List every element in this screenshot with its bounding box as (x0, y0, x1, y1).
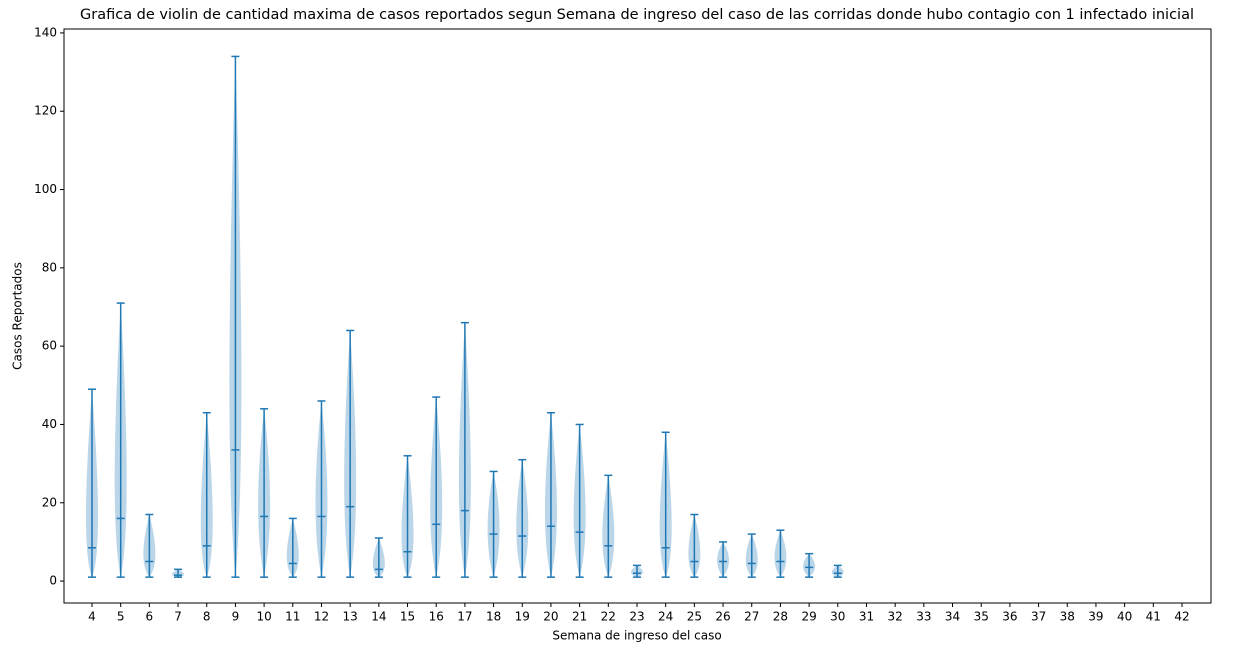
x-tick-label: 28 (773, 610, 788, 624)
x-tick-label: 9 (232, 610, 240, 624)
x-tick-label: 27 (744, 610, 759, 624)
x-tick-label: 34 (945, 610, 960, 624)
x-tick-label: 13 (343, 610, 358, 624)
x-tick-label: 24 (658, 610, 673, 624)
x-tick-label: 29 (801, 610, 816, 624)
x-tick-label: 41 (1146, 610, 1161, 624)
x-tick-label: 31 (859, 610, 874, 624)
x-tick-label: 15 (400, 610, 415, 624)
x-tick-label: 20 (543, 610, 558, 624)
y-tick-label: 100 (34, 182, 57, 196)
x-tick-label: 35 (974, 610, 989, 624)
x-tick-label: 25 (687, 610, 702, 624)
x-tick-label: 39 (1088, 610, 1103, 624)
x-tick-label: 30 (830, 610, 845, 624)
y-tick-label: 120 (34, 104, 57, 118)
x-tick-label: 12 (314, 610, 329, 624)
y-tick-label: 60 (42, 339, 57, 353)
x-tick-label: 11 (285, 610, 300, 624)
x-tick-label: 22 (601, 610, 616, 624)
y-tick-label: 0 (49, 574, 57, 588)
x-tick-label: 42 (1174, 610, 1189, 624)
x-tick-label: 18 (486, 610, 501, 624)
y-tick-label: 40 (42, 417, 57, 431)
x-tick-label: 7 (174, 610, 182, 624)
x-tick-label: 23 (629, 610, 644, 624)
x-tick-label: 36 (1002, 610, 1017, 624)
x-tick-label: 16 (429, 610, 444, 624)
x-tick-label: 6 (146, 610, 154, 624)
y-tick-label: 20 (42, 495, 57, 509)
x-tick-label: 40 (1117, 610, 1132, 624)
x-tick-label: 4 (88, 610, 96, 624)
x-tick-label: 5 (117, 610, 125, 624)
x-tick-label: 10 (256, 610, 271, 624)
x-axis-label: Semana de ingreso del caso (552, 629, 721, 643)
x-tick-label: 21 (572, 610, 587, 624)
x-tick-label: 19 (515, 610, 530, 624)
x-tick-label: 38 (1060, 610, 1075, 624)
x-tick-label: 14 (371, 610, 386, 624)
y-tick-label: 140 (34, 25, 57, 39)
y-axis-label: Casos Reportados (11, 262, 25, 370)
x-tick-label: 26 (715, 610, 730, 624)
x-tick-label: 17 (457, 610, 472, 624)
x-tick-label: 37 (1031, 610, 1046, 624)
x-tick-label: 33 (916, 610, 931, 624)
x-tick-label: 8 (203, 610, 211, 624)
y-tick-label: 80 (42, 260, 57, 274)
x-tick-label: 32 (888, 610, 903, 624)
chart-title: Grafica de violin de cantidad maxima de … (80, 7, 1194, 23)
